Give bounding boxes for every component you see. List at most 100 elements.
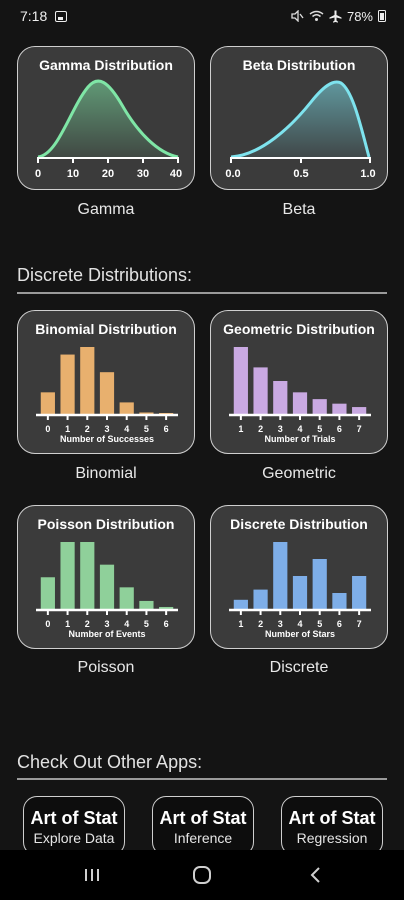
regression-app-button[interactable]: Art of Stat Regression <box>281 796 383 856</box>
tick-label: 3 <box>278 424 283 434</box>
binomial-card[interactable]: Binomial Distribution 0 1 2 3 4 5 6 Number of S… <box>17 310 195 454</box>
poisson-card[interactable]: Poisson Distribution 0 1 2 3 4 5 6 Number of Ev… <box>17 505 195 649</box>
tick-label: 5 <box>317 619 322 629</box>
x-axis-label: Number of Successes <box>60 434 154 444</box>
bar <box>332 403 347 415</box>
discrete-section-title: Discrete Distributions: <box>17 265 193 285</box>
bar <box>253 367 268 415</box>
geometric-label: Geometric <box>262 465 336 482</box>
beta-card[interactable]: Beta Distribution 0.0 0.5 1.0 <box>210 46 388 190</box>
bar <box>99 372 115 415</box>
airplane-icon <box>329 10 342 23</box>
bar <box>159 606 174 610</box>
bar <box>233 347 248 415</box>
tick-label: 0.0 <box>225 168 240 180</box>
gamma-area <box>38 81 178 157</box>
tick-label: 1.0 <box>360 168 375 180</box>
back-icon <box>310 867 320 883</box>
x-axis-label: Number of Events <box>68 629 145 639</box>
tick-label: 20 <box>102 168 114 180</box>
bar <box>233 599 248 610</box>
card-title: Gamma Distribution <box>39 57 173 73</box>
tick-label: 4 <box>124 424 129 434</box>
tick-label: 0 <box>45 424 50 434</box>
bar <box>253 589 268 610</box>
discrete-card[interactable]: Discrete Distribution 1 2 3 4 5 6 7 Number of S… <box>210 505 388 649</box>
tick-label: 4 <box>297 619 302 629</box>
tick-label: 6 <box>337 619 342 629</box>
apps-section-title: Check Out Other Apps: <box>17 752 203 772</box>
home-button[interactable] <box>182 862 222 888</box>
divider <box>17 292 387 294</box>
battery-level: 78% <box>346 8 373 24</box>
divider <box>17 778 387 780</box>
inference-app-button[interactable]: Art of Stat Inference <box>152 796 254 856</box>
bar <box>40 577 55 610</box>
bar <box>292 576 308 610</box>
discrete-bar-chart: 1 2 3 4 5 6 7 Number of Stars <box>229 542 371 639</box>
bar <box>332 593 347 610</box>
tick-label: 2 <box>85 619 90 629</box>
navigation-bar <box>0 850 404 900</box>
bar <box>119 587 134 610</box>
tick-label: 4 <box>124 619 129 629</box>
tick-label: 7 <box>357 619 362 629</box>
card-title: Beta Distribution <box>242 57 356 73</box>
bar <box>292 392 308 415</box>
card-title: Binomial Distribution <box>35 321 177 337</box>
geometric-bar-chart: 1 2 3 4 5 6 7 Number of Trials <box>229 347 371 444</box>
app-subtitle: Inference <box>173 830 233 846</box>
status-time: 7:18 <box>20 8 48 24</box>
tick-label: 2 <box>258 424 263 434</box>
app-name: Art of Stat <box>159 808 247 828</box>
tick-label: 3 <box>104 424 109 434</box>
card-title: Discrete Distribution <box>230 516 368 532</box>
back-button[interactable] <box>296 862 336 888</box>
gallery-icon <box>55 10 68 22</box>
beta-area <box>231 81 369 157</box>
beta-label: Beta <box>282 201 316 218</box>
binomial-label: Binomial <box>75 465 137 482</box>
tick-label: 5 <box>144 424 149 434</box>
bar <box>119 402 134 415</box>
geometric-card[interactable]: Geometric Distribution 1 2 3 4 5 6 7 Number of … <box>210 310 388 454</box>
recent-apps-button[interactable] <box>72 862 112 888</box>
tick-label: 6 <box>337 424 342 434</box>
discrete-label: Discrete <box>269 659 329 676</box>
battery-icon <box>378 10 386 22</box>
explore-data-app-button[interactable]: Art of Stat Explore Data <box>23 796 125 856</box>
bar <box>273 381 288 415</box>
bar <box>352 576 367 610</box>
tick-label: 5 <box>317 424 322 434</box>
tick-label: 3 <box>104 619 109 629</box>
x-axis-label: Number of Trials <box>264 434 335 444</box>
poisson-label: Poisson <box>77 659 135 676</box>
app-name: Art of Stat <box>288 808 376 828</box>
app-subtitle: Regression <box>296 830 368 846</box>
card-title: Geometric Distribution <box>223 321 375 337</box>
app-subtitle: Explore Data <box>33 830 115 846</box>
bar <box>60 354 75 415</box>
gamma-label: Gamma <box>77 201 135 218</box>
beta-density-plot: 0.0 0.5 1.0 <box>225 80 376 180</box>
gamma-card[interactable]: Gamma Distribution 0 10 20 30 40 <box>17 46 195 190</box>
tick-label: 40 <box>170 168 182 180</box>
tick-label: 0.5 <box>293 168 308 180</box>
binomial-bar-chart: 0 1 2 3 4 5 6 Number of Successes <box>36 347 178 444</box>
bar <box>273 542 288 610</box>
bar <box>99 564 115 610</box>
gamma-density-plot: 0 10 20 30 40 <box>35 79 182 180</box>
tick-label: 0 <box>45 619 50 629</box>
tick-label: 1 <box>238 619 243 629</box>
tick-label: 6 <box>164 424 169 434</box>
bar <box>40 392 55 415</box>
card-title: Poisson Distribution <box>37 516 175 532</box>
poisson-bar-chart: 0 1 2 3 4 5 6 Number of Events <box>36 542 178 639</box>
x-axis-label: Number of Stars <box>265 629 335 639</box>
tick-label: 3 <box>278 619 283 629</box>
bar <box>60 542 75 610</box>
tick-label: 5 <box>144 619 149 629</box>
bar <box>312 559 327 610</box>
tick-label: 6 <box>164 619 169 629</box>
app-name: Art of Stat <box>30 808 118 828</box>
